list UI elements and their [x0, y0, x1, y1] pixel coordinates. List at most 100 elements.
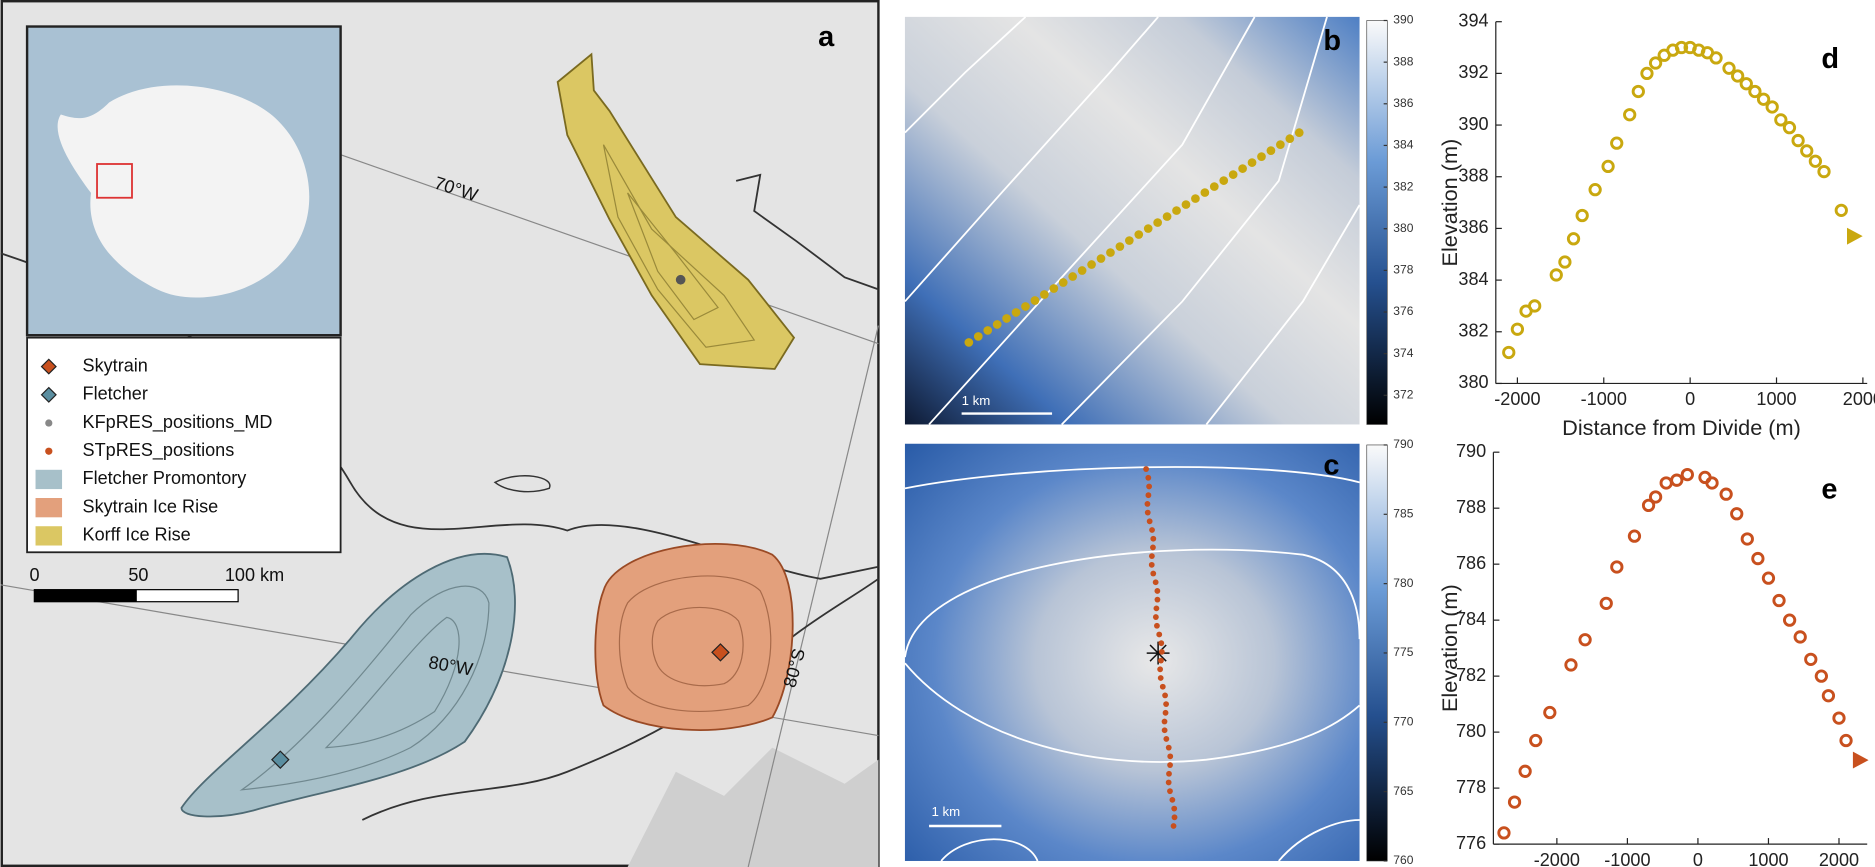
transect-point [1162, 709, 1169, 716]
transect-point [1257, 152, 1266, 161]
data-point [1558, 255, 1572, 269]
colorbar-tick-label: 780 [1393, 576, 1413, 590]
transect-point [1169, 796, 1176, 803]
y-tick-label: 390 [1458, 114, 1488, 134]
transect-point [1143, 466, 1150, 472]
legend-label: Fletcher [83, 384, 148, 404]
transect-point [1163, 701, 1169, 708]
legend-symbol [35, 469, 63, 490]
transect-point [1058, 278, 1068, 287]
y-tick-label: 382 [1458, 321, 1488, 341]
colorbar [1366, 20, 1388, 425]
transect-point [1171, 814, 1178, 821]
contour [1205, 204, 1361, 426]
contour [904, 548, 1361, 658]
contour [904, 16, 1027, 134]
inset-box [96, 163, 133, 199]
transect-point [1150, 570, 1157, 577]
y-tick-label: 784 [1456, 609, 1486, 629]
transect-point [1165, 779, 1172, 786]
colorbar-tick-label: 378 [1393, 263, 1413, 277]
transect-point [1276, 140, 1285, 149]
data-point [1543, 705, 1557, 720]
transect-point [1219, 176, 1229, 185]
panel-label: b [1323, 25, 1341, 57]
data-point [1627, 529, 1642, 543]
colorbar-tick-label: 390 [1393, 13, 1413, 27]
end-point [1852, 751, 1869, 769]
data-point [1564, 658, 1578, 672]
colorbar-tick-label: 382 [1393, 179, 1413, 193]
legend-symbol [40, 358, 57, 375]
transect-point [1021, 302, 1030, 311]
transect-point [1115, 242, 1125, 251]
y-tick-label: 776 [1456, 833, 1486, 853]
contour [618, 575, 772, 713]
data-point [1502, 345, 1516, 360]
korff-ice-rise [556, 52, 796, 370]
legend-symbol [45, 447, 53, 455]
data-point [1731, 69, 1745, 83]
legend-items: Skytrain Fletcher KFpRES_positions_MD STpRE… [35, 355, 272, 546]
transect-point [1158, 640, 1165, 647]
x-tick-label: 1000 [1748, 850, 1788, 867]
transect-point [1181, 200, 1191, 209]
legend-label: Skytrain Ice Rise [83, 496, 219, 516]
colorbar-tick-label: 372 [1393, 387, 1413, 401]
data-point [1793, 630, 1807, 644]
transect-point [1145, 492, 1152, 499]
transect-point [1157, 675, 1164, 681]
transect-point [1285, 134, 1295, 143]
transect-point [1148, 553, 1155, 560]
data-point [1709, 51, 1723, 65]
scale-label: 0 [30, 565, 40, 585]
scale-bar [34, 589, 137, 602]
colorbar-tick-label: 374 [1393, 346, 1413, 360]
scale-label: 1 km [962, 393, 991, 408]
data-point [1730, 507, 1744, 521]
transect-point [1167, 788, 1173, 795]
transect-point [1157, 666, 1164, 673]
antarctica [57, 85, 310, 298]
data-point [1722, 61, 1736, 75]
y-tick-label: 790 [1456, 441, 1486, 461]
x-tick-label: 2000 [1843, 389, 1875, 409]
colorbar-tick-label: 384 [1393, 138, 1413, 152]
transect-point [1170, 823, 1177, 829]
elevation-image [904, 16, 1360, 425]
transect-point [1156, 631, 1163, 638]
colorbar-tick-label: 376 [1393, 304, 1413, 318]
x-tick-label: 0 [1685, 389, 1695, 409]
transect-point [1294, 128, 1304, 137]
colorbar-tick-label: 386 [1393, 96, 1413, 110]
contour [928, 16, 1256, 426]
data-point [1648, 56, 1663, 70]
legend-symbol [40, 386, 57, 403]
data-point [1705, 476, 1719, 490]
coastline [735, 173, 879, 291]
data-point [1601, 159, 1615, 174]
data-point [1670, 473, 1684, 487]
panel-label: d [1821, 43, 1839, 75]
transect-point [1124, 236, 1134, 245]
contour [904, 466, 1360, 490]
data-point [1814, 669, 1828, 683]
transect-point [1144, 501, 1151, 507]
transect-point [1087, 260, 1096, 269]
data-point [1800, 144, 1814, 158]
data-point [1756, 92, 1771, 106]
data-point [1575, 208, 1589, 223]
legend-symbol [35, 526, 63, 546]
transect-point [1049, 284, 1059, 293]
scale-label: 50 [128, 565, 148, 585]
transect-point [1153, 605, 1160, 612]
data-point [1832, 711, 1846, 725]
y-tick-label: 778 [1456, 777, 1486, 797]
x-tick-label: -1000 [1581, 389, 1627, 409]
skytrain-ice-rise [594, 543, 794, 731]
x-tick-label: 2000 [1819, 850, 1859, 867]
transects [964, 128, 1304, 829]
transect-point [1163, 736, 1170, 742]
transect-point [1209, 182, 1219, 191]
elevation-image [904, 443, 1360, 861]
